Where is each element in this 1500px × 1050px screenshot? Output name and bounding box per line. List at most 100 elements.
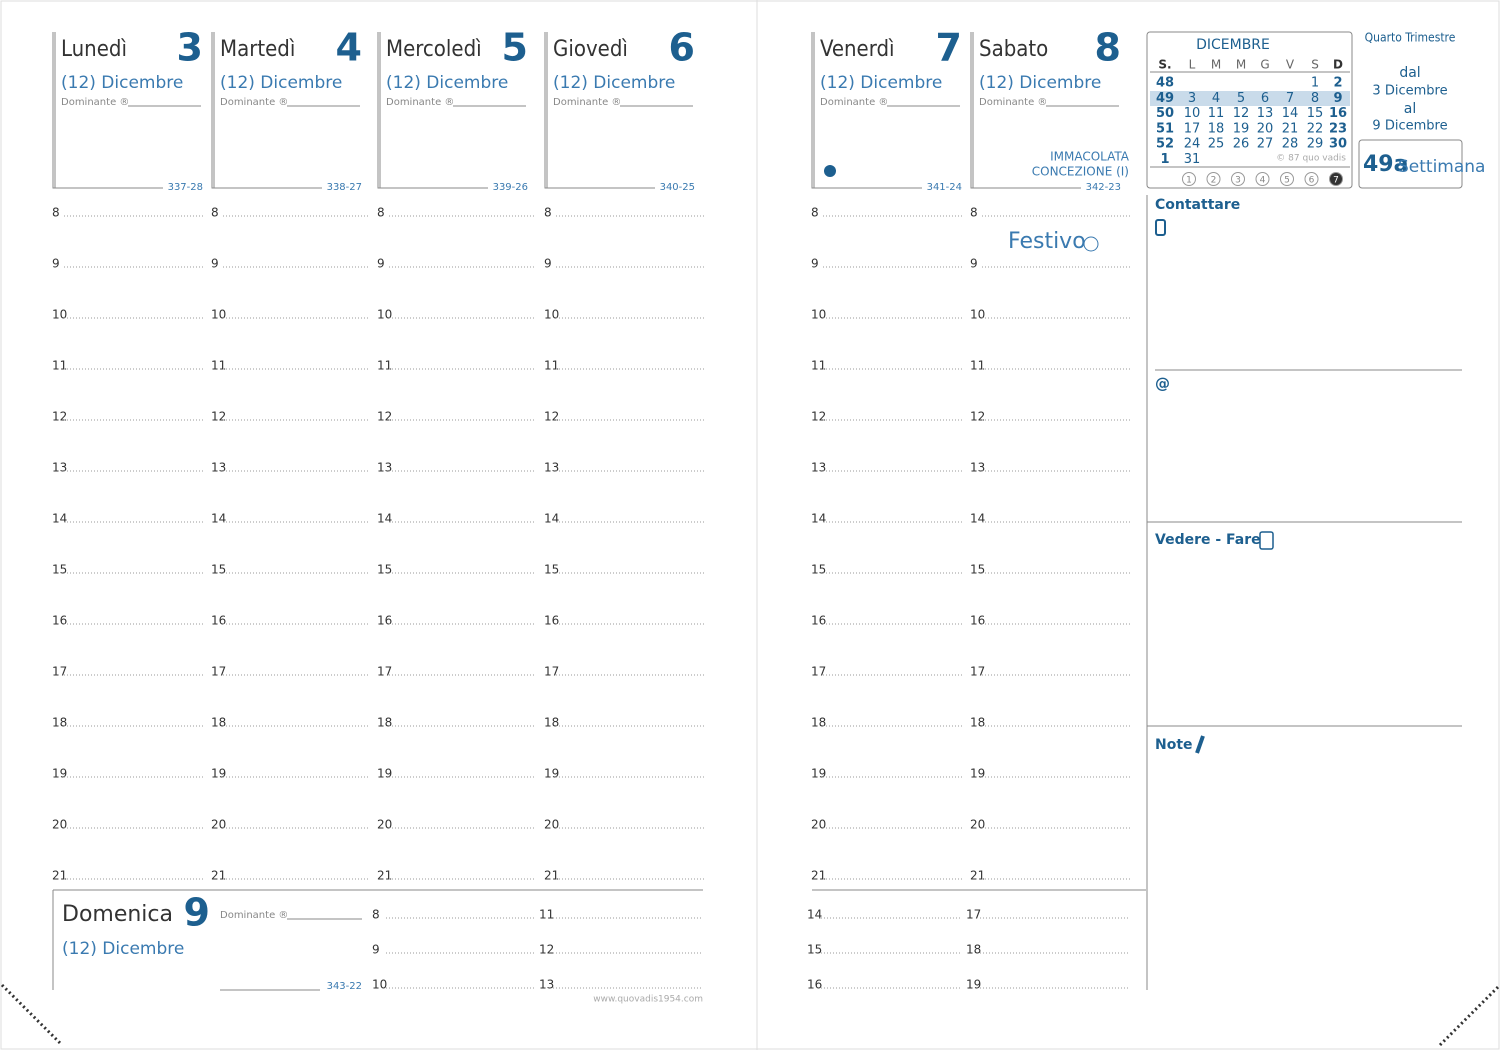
day-code: 342-23	[1086, 182, 1121, 193]
hour-label: 13	[970, 461, 985, 475]
day-month: (12) Dicembre	[553, 73, 675, 93]
hour-label: 16	[811, 614, 826, 628]
hour-label: 17	[966, 908, 981, 922]
hour-label: 20	[377, 818, 392, 832]
hour-label: 20	[52, 818, 67, 832]
day-code: 341-24	[927, 182, 962, 193]
calendar-day: 13	[1257, 106, 1274, 121]
day-month: (12) Dicembre	[62, 939, 184, 959]
hour-label: 16	[377, 614, 392, 628]
hour-label: 12	[52, 410, 67, 424]
hour-label: 9	[372, 943, 380, 957]
hour-label: 14	[807, 908, 822, 922]
hour-label: 9	[544, 257, 552, 271]
day-number: 9	[184, 891, 210, 935]
hour-label: 14	[970, 512, 985, 526]
hour-label: 21	[544, 869, 559, 883]
hour-label: 20	[211, 818, 226, 832]
week-label: Settimana	[1398, 157, 1485, 177]
current-week	[1150, 91, 1350, 106]
hour-label: 16	[970, 614, 985, 628]
day-name: Martedì	[220, 37, 295, 62]
hour-label: 21	[970, 869, 985, 883]
day-month: (12) Dicembre	[61, 73, 183, 93]
hour-label: 19	[966, 978, 981, 992]
hour-label: 14	[211, 512, 226, 526]
hour-label: 17	[811, 665, 826, 679]
day-month: (12) Dicembre	[820, 73, 942, 93]
moon-dot	[824, 165, 836, 177]
hour-label: 11	[970, 359, 985, 373]
hour-label: 13	[377, 461, 392, 475]
dominante: Dominante ®	[553, 97, 621, 108]
hour-label: 18	[52, 716, 67, 730]
hour-label: 8	[811, 206, 819, 220]
pad-icon	[1259, 531, 1274, 550]
hour-label: 15	[811, 563, 826, 577]
week-range: 3 Dicembre	[1372, 84, 1447, 99]
weekday-number: 7	[1333, 176, 1339, 186]
hour-label: 12	[539, 943, 554, 957]
hour-label: 12	[544, 410, 559, 424]
hour-label: 17	[377, 665, 392, 679]
calendar-day: 1	[1311, 76, 1319, 91]
festivo: Festivo	[1008, 229, 1086, 254]
calendar-header: M	[1236, 58, 1246, 72]
week-range: dal	[1399, 65, 1420, 81]
hour-label: 19	[377, 767, 392, 781]
hour-label: 9	[811, 257, 819, 271]
hour-label: 10	[377, 308, 392, 322]
calendar-day: 28	[1282, 137, 1299, 152]
hour-label: 15	[52, 563, 67, 577]
dominante: Dominante ®	[386, 97, 454, 108]
day-code: 338-27	[327, 182, 362, 193]
calendar-day: 23	[1329, 121, 1347, 136]
hour-label: 10	[970, 308, 985, 322]
day-box	[544, 32, 655, 189]
calendar-day: 12	[1233, 106, 1250, 121]
calendar-day: 18	[1208, 121, 1225, 136]
hour-label: 15	[970, 563, 985, 577]
calendar-day: 3	[1188, 91, 1196, 106]
hour-label: 18	[211, 716, 226, 730]
hour-label: 12	[377, 410, 392, 424]
day-number: 8	[1095, 26, 1121, 70]
day-name: Venerdì	[820, 37, 895, 62]
day-number: 6	[669, 26, 695, 70]
hour-label: 21	[811, 869, 826, 883]
calendar-header: S.	[1158, 58, 1171, 72]
day-name: Sabato	[979, 37, 1048, 62]
calendar-day: 48	[1156, 76, 1174, 91]
hour-label: 9	[52, 257, 60, 271]
hour-label: 14	[811, 512, 826, 526]
day-number: 5	[502, 26, 528, 70]
hour-label: 15	[807, 943, 822, 957]
calendar-day: 22	[1307, 121, 1324, 136]
section-title: Note	[1155, 737, 1193, 753]
calendar-day: 29	[1307, 137, 1324, 152]
weekday-number: 1	[1186, 176, 1192, 186]
day-box	[211, 32, 322, 189]
weekday-circle	[1329, 172, 1343, 186]
day-box	[377, 32, 488, 189]
day-number: 3	[177, 26, 203, 70]
hour-label: 13	[811, 461, 826, 475]
copyright: © 87 quo vadis	[1276, 154, 1346, 164]
calendar-day: 7	[1286, 91, 1294, 106]
weekday-number: 5	[1284, 176, 1290, 186]
hour-label: 9	[377, 257, 385, 271]
day-month: (12) Dicembre	[386, 73, 508, 93]
calendar-day: 10	[1184, 106, 1201, 121]
day-month: (12) Dicembre	[220, 73, 342, 93]
dominante: Dominante ®	[61, 97, 129, 108]
hour-label: 16	[211, 614, 226, 628]
week-number: 49a	[1363, 152, 1408, 177]
dominante: Dominante ®	[979, 97, 1047, 108]
weekday-circle	[1304, 172, 1319, 186]
week-box	[1358, 139, 1463, 189]
calendar-title: DICEMBRE	[1196, 37, 1270, 53]
hour-label: 8	[544, 206, 552, 220]
hour-label: 8	[377, 206, 385, 220]
hour-label: 9	[211, 257, 219, 271]
